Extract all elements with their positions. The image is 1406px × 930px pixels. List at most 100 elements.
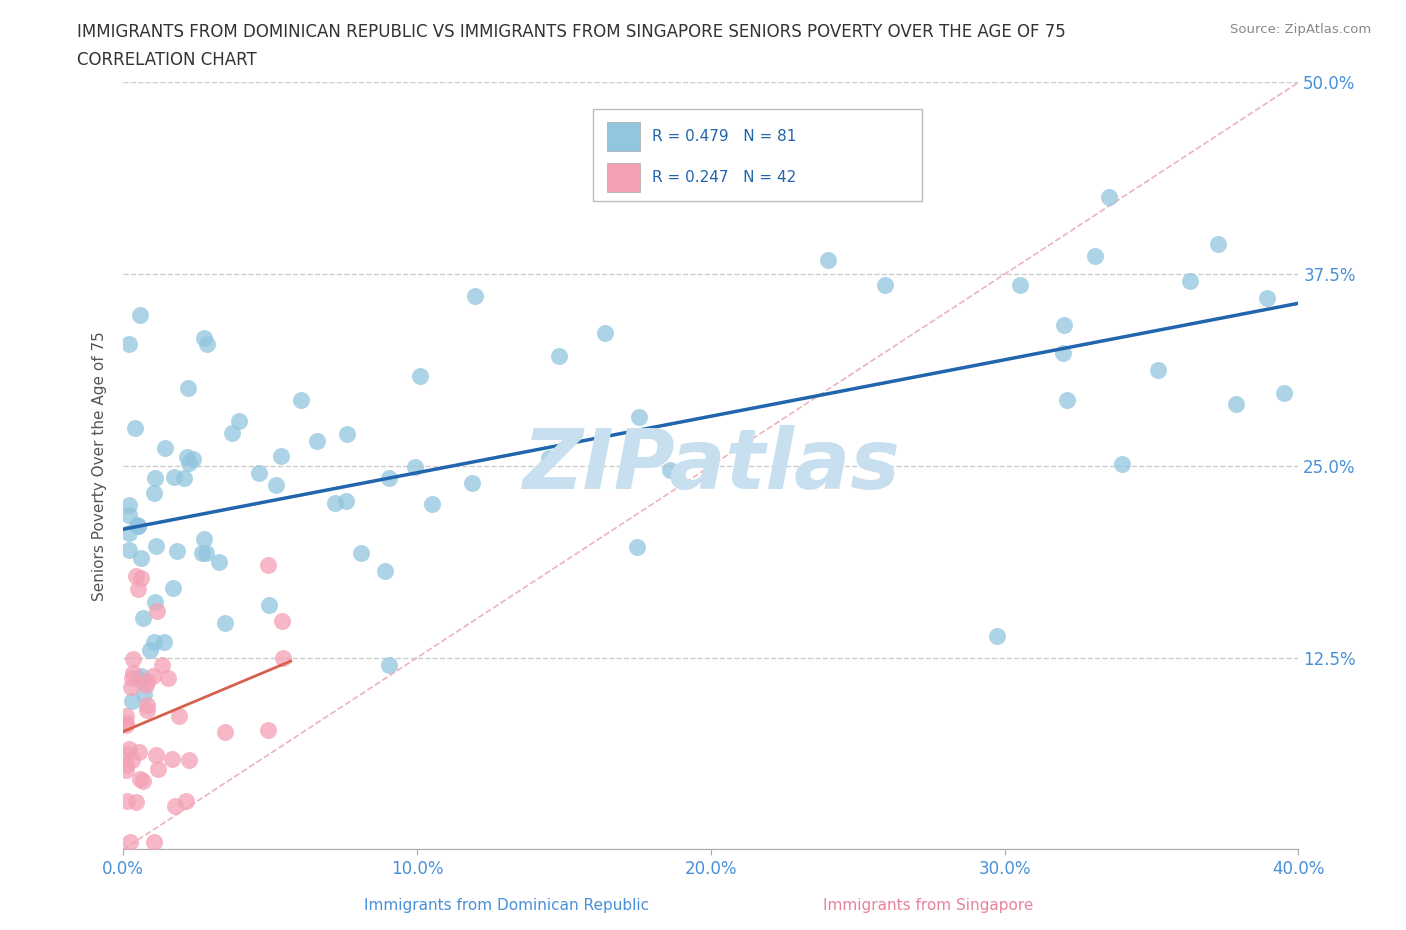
Point xyxy=(136,673,159,688)
Point xyxy=(124,420,146,435)
Point xyxy=(131,774,153,789)
Point xyxy=(1053,318,1076,333)
Point xyxy=(179,752,201,767)
Point xyxy=(163,470,186,485)
Point xyxy=(115,717,138,732)
Point xyxy=(191,546,214,561)
Point xyxy=(125,568,148,583)
Point xyxy=(136,702,159,717)
Point xyxy=(335,493,357,508)
Point xyxy=(377,471,399,485)
Point xyxy=(143,834,166,849)
Point xyxy=(121,694,143,709)
Point xyxy=(873,277,896,292)
Point xyxy=(125,794,148,809)
Point xyxy=(115,763,138,777)
Point xyxy=(145,748,167,763)
Point xyxy=(177,380,200,395)
Point xyxy=(627,409,650,424)
Point xyxy=(264,477,287,492)
Point xyxy=(152,634,174,649)
Point xyxy=(221,426,243,441)
Point xyxy=(208,555,231,570)
Point xyxy=(270,448,292,463)
Point xyxy=(271,614,294,629)
Point xyxy=(420,497,443,512)
Point xyxy=(290,392,312,407)
Point xyxy=(143,594,166,609)
Text: R = 0.247   N = 42: R = 0.247 N = 42 xyxy=(652,170,796,185)
Point xyxy=(118,498,141,512)
Point xyxy=(127,518,149,533)
Point xyxy=(1052,345,1074,360)
Point xyxy=(146,604,169,618)
Point xyxy=(121,666,143,681)
Point xyxy=(118,543,141,558)
Y-axis label: Seniors Poverty Over the Age of 75: Seniors Poverty Over the Age of 75 xyxy=(93,331,107,601)
Point xyxy=(132,610,155,625)
Point xyxy=(378,658,401,672)
Point xyxy=(162,581,184,596)
Point xyxy=(177,455,200,470)
Point xyxy=(118,337,141,352)
Point xyxy=(548,349,571,364)
Point xyxy=(256,558,278,573)
Point xyxy=(986,629,1008,644)
Point xyxy=(131,672,153,687)
Point xyxy=(228,414,250,429)
Point xyxy=(1272,386,1295,401)
Point xyxy=(153,441,176,456)
Text: CORRELATION CHART: CORRELATION CHART xyxy=(77,51,257,69)
Point xyxy=(214,725,236,740)
Point xyxy=(117,793,139,808)
Point xyxy=(1206,237,1229,252)
Point xyxy=(129,551,152,565)
Point xyxy=(115,709,138,724)
Point xyxy=(271,650,294,665)
Point xyxy=(128,307,150,322)
Point xyxy=(1056,392,1078,407)
Point xyxy=(146,762,169,777)
Point xyxy=(135,678,157,693)
Point xyxy=(145,538,167,553)
FancyBboxPatch shape xyxy=(593,110,922,201)
Point xyxy=(1146,362,1168,377)
Point xyxy=(118,508,141,523)
Point xyxy=(1225,396,1247,411)
Point xyxy=(374,564,396,578)
FancyBboxPatch shape xyxy=(607,122,640,151)
Point xyxy=(173,471,195,485)
Point xyxy=(1180,273,1202,288)
Point xyxy=(118,834,141,849)
Point xyxy=(118,741,141,756)
Point xyxy=(176,449,198,464)
Point xyxy=(350,546,373,561)
Point xyxy=(127,518,149,533)
Point xyxy=(115,715,138,730)
Point xyxy=(817,253,839,268)
Point xyxy=(138,642,160,657)
Point xyxy=(129,571,152,586)
Point xyxy=(127,581,149,596)
Point xyxy=(323,495,346,510)
Point xyxy=(125,518,148,533)
Point xyxy=(115,757,138,772)
Point xyxy=(195,336,218,351)
Point xyxy=(463,288,485,303)
Point xyxy=(658,462,681,477)
Point xyxy=(120,679,142,694)
Point xyxy=(1008,278,1031,293)
Point xyxy=(163,799,186,814)
Point xyxy=(404,459,426,474)
Point xyxy=(135,698,157,712)
Text: ZIPatlas: ZIPatlas xyxy=(522,425,900,507)
Point xyxy=(142,485,165,500)
Point xyxy=(538,451,561,466)
Point xyxy=(1084,248,1107,263)
Point xyxy=(118,525,141,540)
Text: Immigrants from Dominican Republic: Immigrants from Dominican Republic xyxy=(364,898,648,913)
Text: IMMIGRANTS FROM DOMINICAN REPUBLIC VS IMMIGRANTS FROM SINGAPORE SENIORS POVERTY : IMMIGRANTS FROM DOMINICAN REPUBLIC VS IM… xyxy=(77,23,1066,41)
Point xyxy=(593,326,616,340)
Point xyxy=(129,669,152,684)
Point xyxy=(143,471,166,485)
